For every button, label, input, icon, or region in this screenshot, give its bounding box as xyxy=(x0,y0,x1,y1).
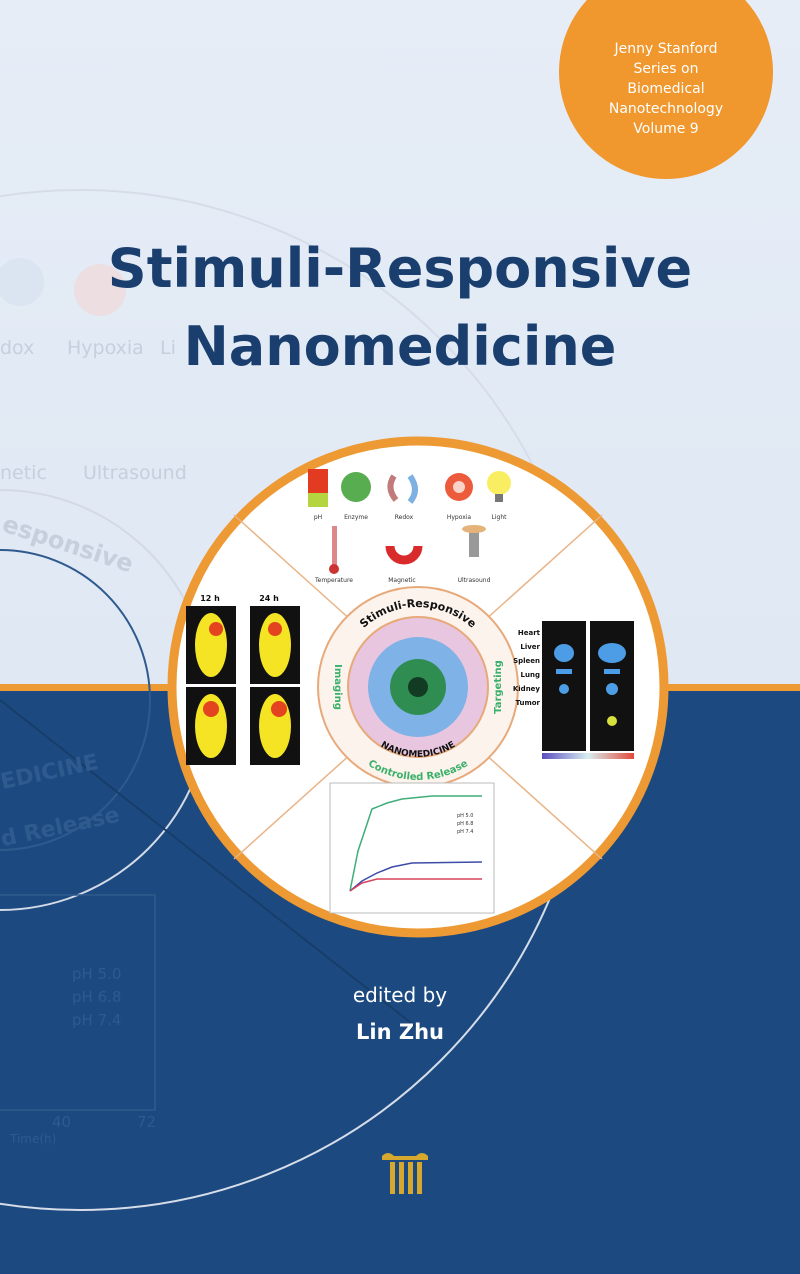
watermark-label: Time(h) xyxy=(10,1132,57,1146)
organ-label: Tumor xyxy=(515,699,540,707)
legend-entry: pH 7.4 xyxy=(457,829,473,835)
stimulus-label: Enzyme xyxy=(344,514,368,521)
watermark-label: 72 xyxy=(137,1113,157,1131)
series-line: Volume 9 xyxy=(633,121,699,137)
series-line: Biomedical xyxy=(627,81,705,97)
legend-entry: pH 6.8 xyxy=(457,821,473,827)
watermark-label: Hypoxia xyxy=(67,337,144,359)
stimulus-label: pH xyxy=(314,514,322,521)
time-label: 12 h xyxy=(200,594,220,603)
cover-figure-circle: pH Enzyme Redox Hypoxia Light Temperatur… xyxy=(167,436,669,938)
title-line-1: Stimuli-Responsive xyxy=(107,237,693,300)
stimulus-label: Temperature xyxy=(314,577,353,584)
stimulus-label: Ultrasound xyxy=(458,577,491,584)
stimulus-label: Hypoxia xyxy=(447,514,472,521)
organ-label: Heart xyxy=(518,629,541,637)
book-title: Stimuli-Responsive Nanomedicine xyxy=(0,230,800,386)
stimulus-label: Light xyxy=(492,514,508,521)
watermark-label: pH 6.8 xyxy=(72,988,122,1006)
series-line: Jenny Stanford xyxy=(614,41,718,57)
series-line: Series on xyxy=(633,61,699,77)
watermark-label: 40 xyxy=(52,1113,72,1131)
series-badge: Jenny Stanford Series on Biomedical Nano… xyxy=(559,0,773,179)
stimulus-label: Redox xyxy=(395,514,414,521)
organ-label: Kidney xyxy=(513,685,541,693)
edited-by-label: edited by xyxy=(352,983,448,1007)
legend-entry: pH 5.0 xyxy=(457,813,473,819)
publisher-logo-icon xyxy=(382,1153,428,1194)
editor-name: Lin Zhu xyxy=(356,1020,444,1044)
watermark-label: dox xyxy=(0,337,35,359)
stimulus-label: Magnetic xyxy=(388,577,415,584)
title-line-2: Nanomedicine xyxy=(183,315,617,378)
watermark-label: pH 5.0 xyxy=(72,965,122,983)
watermark-label: Li xyxy=(160,337,176,359)
organ-label: Lung xyxy=(521,671,540,679)
ring-label-left: Imaging xyxy=(332,664,343,710)
watermark-label: Ultrasound xyxy=(83,462,187,484)
watermark-label: pH 7.4 xyxy=(72,1011,122,1029)
organ-label: Spleen xyxy=(513,657,540,665)
series-line: Nanotechnology xyxy=(608,101,724,117)
watermark-label: netic xyxy=(0,462,47,484)
ring-label-right: Targeting xyxy=(493,660,504,714)
time-label: 24 h xyxy=(259,594,279,603)
organ-label: Liver xyxy=(520,643,540,651)
